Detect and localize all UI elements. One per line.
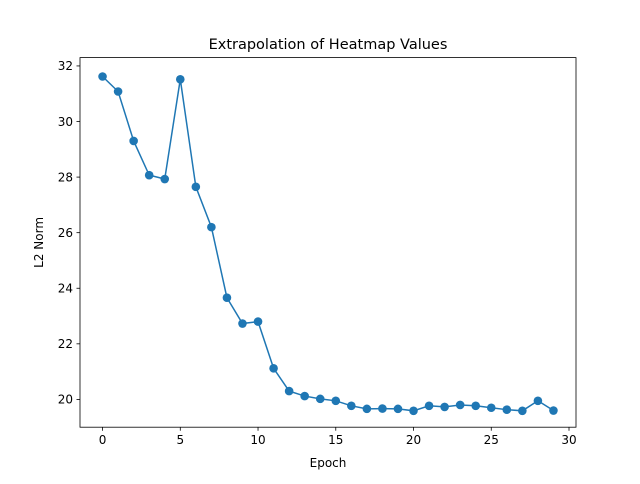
data-point xyxy=(518,406,527,416)
data-point xyxy=(144,170,154,180)
x-axis-label: Epoch xyxy=(310,456,347,470)
data-point xyxy=(113,87,123,96)
y-tick-label: 22 xyxy=(58,337,73,351)
y-tick-label: 20 xyxy=(58,393,73,407)
plot-frame xyxy=(79,57,577,428)
data-point xyxy=(424,401,434,411)
data-point xyxy=(238,319,247,328)
data-point xyxy=(471,401,481,411)
data-point xyxy=(331,396,341,406)
data-point xyxy=(207,222,216,232)
y-tick-label: 28 xyxy=(58,170,73,184)
data-point xyxy=(175,74,185,84)
data-point xyxy=(160,174,170,184)
x-tick-label: 5 xyxy=(176,433,184,447)
data-point xyxy=(455,400,465,410)
data-point xyxy=(486,403,496,413)
x-tick-label: 25 xyxy=(484,433,499,447)
series-layer xyxy=(98,72,558,416)
data-point xyxy=(362,404,372,414)
y-tick-label: 32 xyxy=(58,59,73,73)
data-point xyxy=(440,402,449,412)
data-point xyxy=(222,293,232,303)
data-point xyxy=(549,406,558,415)
data-point xyxy=(347,401,356,411)
data-point xyxy=(253,317,263,326)
y-tick-label: 24 xyxy=(58,282,73,296)
x-tick-label: 10 xyxy=(250,433,265,447)
data-point xyxy=(129,136,138,146)
data-point xyxy=(191,182,201,192)
x-axis: 0 5 10 15 20 25 30 xyxy=(99,427,577,447)
data-point xyxy=(269,363,278,373)
data-point xyxy=(284,386,294,396)
x-tick-label: 20 xyxy=(406,433,421,447)
data-point xyxy=(300,391,309,401)
data-point xyxy=(393,404,403,414)
data-point xyxy=(502,405,512,414)
y-tick-label: 26 xyxy=(58,226,73,240)
x-tick-label: 30 xyxy=(561,433,576,447)
data-point xyxy=(315,394,325,404)
chart-title: Extrapolation of Heatmap Values xyxy=(209,37,448,53)
data-point xyxy=(378,404,387,413)
y-tick-label: 30 xyxy=(58,115,73,129)
x-tick-label: 15 xyxy=(328,433,343,447)
y-axis-label: L2 Norm xyxy=(32,217,46,268)
data-point xyxy=(98,72,107,81)
x-tick-label: 0 xyxy=(99,433,107,447)
y-axis: 20 22 24 26 28 30 32 xyxy=(58,59,80,407)
series-line xyxy=(102,75,554,412)
data-point xyxy=(409,406,418,416)
data-point xyxy=(533,396,543,406)
